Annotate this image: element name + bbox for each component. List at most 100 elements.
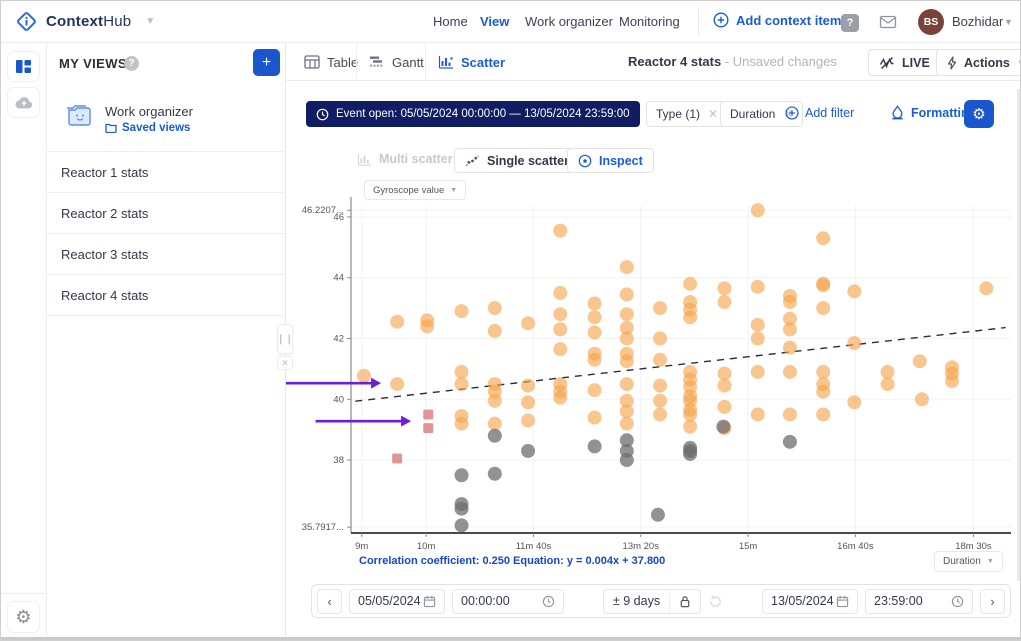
y-tick-label: 38 bbox=[333, 455, 344, 466]
tab-scatter[interactable]: Scatter bbox=[425, 43, 517, 81]
data-point-gyroscope-orange bbox=[816, 277, 830, 291]
data-point-gyroscope-orange bbox=[620, 307, 634, 321]
filter-chip-type[interactable]: Type (1) ✕ bbox=[646, 101, 728, 127]
mail-icon[interactable] bbox=[879, 14, 897, 30]
single-scatter-button[interactable]: Single scatter bbox=[454, 148, 580, 173]
inspect-target-icon bbox=[578, 154, 592, 168]
data-point-gyroscope-orange bbox=[881, 377, 895, 391]
annotation-drag-handle[interactable]: ❘❘ bbox=[277, 324, 293, 354]
clock-icon bbox=[951, 595, 964, 608]
x-axis-variable-select[interactable]: Duration ▼ bbox=[934, 551, 1003, 572]
nav-monitoring[interactable]: Monitoring bbox=[619, 14, 680, 29]
help-icon[interactable]: ? bbox=[841, 14, 859, 32]
data-point-gyroscope-orange bbox=[553, 307, 567, 321]
data-point-gyroscope-orange bbox=[751, 203, 765, 217]
x-tick-label: 15m bbox=[739, 541, 758, 552]
lock-icon[interactable] bbox=[669, 590, 700, 613]
data-point-gyroscope-orange bbox=[683, 310, 697, 324]
event-time-filter-pill[interactable]: Event open: 05/05/2024 00:00:00 — 13/05/… bbox=[306, 101, 640, 127]
avatar[interactable]: BS bbox=[918, 9, 944, 35]
window-edge bbox=[1, 637, 1021, 641]
start-date-field[interactable]: 05/05/2024 bbox=[349, 589, 445, 614]
scatter-chart[interactable]: 46.2207...464442403835.7917...9m10m11m 4… bbox=[286, 191, 1021, 576]
sidebar-divider bbox=[47, 315, 286, 316]
app-window: ContextHub ▼ Home View Work organizer Mo… bbox=[0, 0, 1021, 641]
settings-gear-button[interactable]: ⚙ bbox=[7, 601, 40, 633]
data-point-gyroscope-orange bbox=[455, 365, 469, 379]
workspace-title[interactable]: Work organizer bbox=[105, 104, 193, 119]
data-point-gyroscope-orange bbox=[588, 411, 602, 425]
data-point-gyroscope-orange bbox=[588, 383, 602, 397]
nav-work-organizer[interactable]: Work organizer bbox=[525, 14, 613, 29]
start-time-field[interactable]: 00:00:00 bbox=[452, 589, 564, 614]
data-point-gyroscope-orange bbox=[816, 407, 830, 421]
live-toggle-button[interactable]: LIVE bbox=[868, 49, 941, 76]
data-point-gyroscope-orange bbox=[653, 353, 667, 367]
data-point-gyroscope-orange bbox=[717, 379, 731, 393]
history-reset-icon[interactable] bbox=[708, 594, 723, 609]
sidebar-my-views: MY VIEWS ? + Work organizer Saved views … bbox=[47, 43, 286, 641]
dashboard-layout-icon[interactable] bbox=[7, 51, 40, 82]
sidebar-item-reactor-1[interactable]: Reactor 1 stats bbox=[47, 151, 286, 192]
data-point-gyroscope-orange bbox=[913, 354, 927, 368]
scrollbar[interactable] bbox=[1017, 89, 1021, 581]
data-point-gyroscope-orange bbox=[588, 297, 602, 311]
data-point-gyroscope-orange bbox=[847, 284, 861, 298]
prev-range-button[interactable]: ‹ bbox=[317, 589, 342, 614]
sidebar-item-reactor-2[interactable]: Reactor 2 stats bbox=[47, 192, 286, 233]
brand-chevron-down-icon[interactable]: ▼ bbox=[145, 16, 155, 27]
sidebar-item-reactor-3[interactable]: Reactor 3 stats bbox=[47, 233, 286, 274]
chip-close-icon[interactable]: ✕ bbox=[708, 107, 718, 121]
data-point-gyroscope-gray bbox=[651, 508, 665, 522]
time-range-bar: ‹ 05/05/2024 00:00:00 ± 9 days 13/05/202… bbox=[311, 584, 1011, 618]
annotation-close-icon[interactable]: ✕ bbox=[277, 356, 293, 370]
data-point-gyroscope-orange bbox=[455, 304, 469, 318]
end-date-field[interactable]: 13/05/2024 bbox=[762, 589, 858, 614]
data-point-gyroscope-orange bbox=[783, 365, 797, 379]
inspect-button[interactable]: Inspect bbox=[567, 148, 654, 173]
chart-settings-button[interactable]: ⚙ bbox=[964, 100, 994, 128]
end-time-field[interactable]: 23:59:00 bbox=[865, 589, 973, 614]
data-point-gyroscope-orange bbox=[521, 379, 535, 393]
data-point-gyroscope-gray bbox=[455, 502, 469, 516]
add-filter-button[interactable]: Add filter bbox=[785, 106, 854, 120]
add-context-item-button[interactable]: Add context item bbox=[713, 12, 841, 28]
next-range-button[interactable]: › bbox=[980, 589, 1005, 614]
data-point-gyroscope-orange bbox=[620, 354, 634, 368]
sidebar-item-reactor-4[interactable]: Reactor 4 stats bbox=[47, 274, 286, 315]
clock-icon bbox=[542, 595, 555, 608]
actions-button[interactable]: Actions ▼ bbox=[936, 49, 1021, 76]
data-point-gyroscope-orange bbox=[751, 407, 765, 421]
data-point-gyroscope-orange bbox=[979, 281, 993, 295]
nav-view[interactable]: View bbox=[480, 14, 509, 29]
data-point-gyroscope-orange bbox=[816, 365, 830, 379]
annotation-arrow-head bbox=[371, 378, 381, 389]
data-point-gyroscope-orange bbox=[620, 287, 634, 301]
data-point-gyroscope-orange bbox=[553, 391, 567, 405]
data-point-gyroscope-orange bbox=[751, 365, 765, 379]
data-point-gyroscope-pink bbox=[423, 423, 433, 433]
calendar-icon bbox=[423, 595, 436, 608]
scatter-plot-canvas[interactable]: 46.2207...464442403835.7917...9m10m11m 4… bbox=[286, 191, 1021, 576]
data-point-gyroscope-orange bbox=[717, 400, 731, 414]
data-point-gyroscope-orange bbox=[653, 379, 667, 393]
range-span-field[interactable]: ± 9 days bbox=[604, 590, 669, 613]
calendar-icon bbox=[836, 595, 849, 608]
user-chevron-down-icon[interactable]: ▼ bbox=[1004, 17, 1013, 27]
gear-icon: ⚙ bbox=[15, 608, 31, 626]
x-tick-label: 10m bbox=[417, 541, 436, 552]
y-tick-label: 35.7917... bbox=[302, 522, 344, 533]
brand-logo[interactable]: ContextHub ▼ bbox=[15, 10, 155, 33]
user-name[interactable]: Bozhidar bbox=[952, 14, 1003, 29]
data-point-gyroscope-orange bbox=[653, 394, 667, 408]
saved-views-link[interactable]: Saved views bbox=[105, 122, 190, 134]
tab-gantt[interactable]: Gantt bbox=[356, 43, 436, 81]
add-view-button[interactable]: + bbox=[253, 49, 280, 76]
chevron-down-icon: ▼ bbox=[987, 558, 994, 565]
top-nav: ContextHub ▼ Home View Work organizer Mo… bbox=[1, 1, 1021, 43]
multi-scatter-button[interactable]: Multi scatter bbox=[357, 152, 453, 166]
data-point-gyroscope-orange bbox=[945, 374, 959, 388]
sidebar-help-icon[interactable]: ? bbox=[124, 56, 139, 71]
nav-home[interactable]: Home bbox=[433, 14, 468, 29]
cloud-upload-icon[interactable] bbox=[7, 87, 40, 118]
